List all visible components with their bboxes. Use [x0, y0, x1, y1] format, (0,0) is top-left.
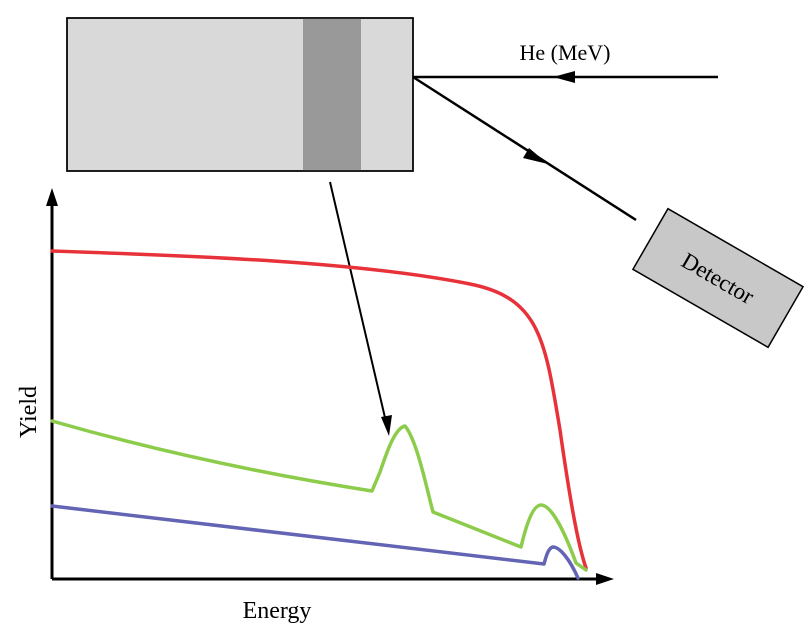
pointer-arrow-icon — [381, 415, 392, 436]
curve-green — [50, 419, 588, 572]
detector-box — [631, 207, 804, 349]
beam-arrow-icon — [553, 71, 575, 83]
sample-thin-layer — [303, 18, 361, 171]
curve-red — [50, 249, 588, 570]
incident-beam: He (MeV) — [413, 40, 718, 83]
sample-substrate — [66, 17, 414, 172]
x-axis-label: Energy — [243, 598, 312, 624]
y-axis-label: Yield — [16, 386, 42, 438]
x-axis-arrow-icon — [596, 573, 614, 585]
axes: Energy Yield — [16, 188, 614, 624]
curve-blue — [50, 504, 580, 580]
y-axis-arrow-icon — [46, 188, 58, 206]
pointer-line — [329, 181, 387, 423]
sample — [66, 17, 414, 172]
scattered-beam — [412, 75, 637, 222]
scattered-line — [412, 75, 637, 222]
scattered-arrow-icon — [523, 148, 548, 164]
curves — [50, 249, 588, 580]
detector: Detector — [631, 207, 804, 349]
layer-pointer — [329, 181, 392, 436]
beam-label: He (MeV) — [519, 40, 610, 65]
